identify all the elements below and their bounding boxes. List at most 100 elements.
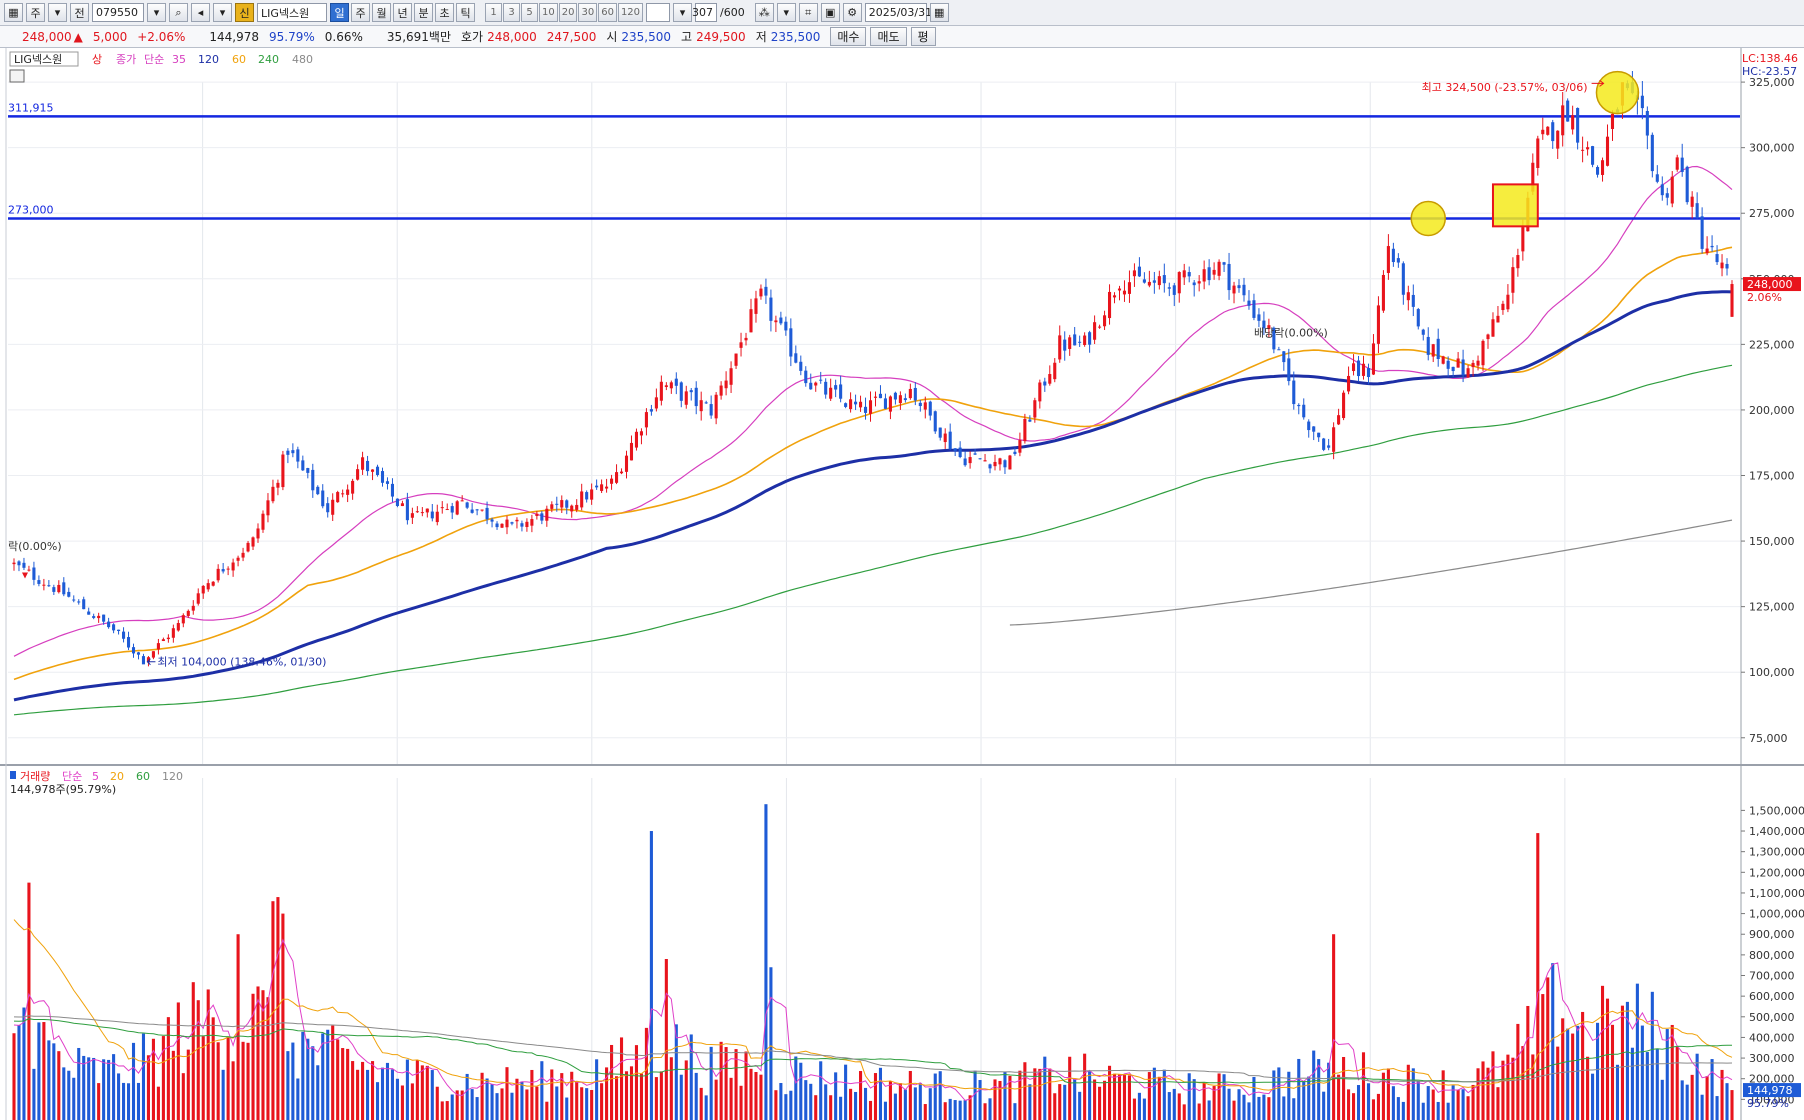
- volume-bar: [555, 1086, 559, 1120]
- interval-button-30[interactable]: 30: [578, 3, 598, 22]
- candle-body: [316, 486, 320, 495]
- search-icon[interactable]: ⌕: [169, 3, 188, 22]
- interval-dropdown-icon[interactable]: ▾: [673, 3, 693, 22]
- legend-ma-240: 240: [258, 53, 279, 66]
- interval-button-20[interactable]: 20: [558, 3, 578, 22]
- volume-bar: [1675, 1046, 1679, 1120]
- volume-bar: [1018, 1070, 1022, 1120]
- candle-body: [943, 433, 947, 443]
- candle-body: [1207, 267, 1211, 281]
- candle-body: [744, 337, 748, 341]
- low-price: 235,500: [770, 29, 821, 44]
- candle-body: [1366, 368, 1371, 378]
- price-tag-value: 248,000: [1747, 278, 1793, 291]
- candle-body: [1187, 272, 1191, 277]
- save-icon[interactable]: ▣: [820, 3, 840, 22]
- legend-simple: 단순: [144, 53, 164, 66]
- stock-chart[interactable]: 75,000 100,000 125,000 150,000 175,000 200,00…: [0, 48, 1804, 1120]
- candle-body: [17, 561, 21, 566]
- candle-body: [27, 569, 31, 571]
- candle-body: [1586, 147, 1590, 150]
- prev-button[interactable]: 전: [70, 3, 89, 22]
- layout-icon[interactable]: ▦: [4, 3, 23, 22]
- candle-body: [605, 486, 609, 489]
- volume-bar: [296, 1078, 300, 1120]
- open-price: 235,500: [621, 29, 672, 44]
- volume-bar: [107, 1059, 111, 1120]
- stock-name[interactable]: LIG넥스원: [257, 3, 327, 22]
- candle-body: [77, 601, 81, 603]
- volume-bar: [67, 1070, 71, 1120]
- candle-body: [1640, 95, 1644, 109]
- quote-bar: 248,000 ▲ 5,000 +2.06% 144,978 95.79% 0.…: [0, 26, 1804, 48]
- speaker-icon[interactable]: ◂: [191, 3, 210, 22]
- calendar-icon[interactable]: ▦: [929, 3, 949, 22]
- candle-body: [1252, 300, 1256, 318]
- volume-bar: [380, 1067, 385, 1120]
- candle-body: [112, 624, 116, 631]
- candle-body: [779, 317, 783, 324]
- tab-period-0[interactable]: 일: [330, 3, 349, 22]
- interval-button-120[interactable]: 120: [617, 3, 644, 22]
- candle-body: [754, 298, 758, 314]
- candle-body: [1242, 284, 1246, 296]
- market-select[interactable]: 주: [26, 3, 45, 22]
- candle-body: [107, 621, 111, 628]
- tab-period-2[interactable]: 월: [372, 3, 391, 22]
- code-input[interactable]: 079550: [92, 3, 144, 22]
- tab-period-1[interactable]: 주: [351, 3, 370, 22]
- buy-button[interactable]: 매수: [830, 27, 867, 46]
- volume-bar: [654, 1077, 658, 1120]
- candle-body: [1516, 255, 1520, 269]
- settings-gear-icon[interactable]: ⚙: [842, 3, 862, 22]
- candle-body: [1132, 270, 1136, 277]
- speaker-dropdown-icon[interactable]: ▾: [213, 3, 232, 22]
- tab-period-5[interactable]: 초: [435, 3, 454, 22]
- candle-body: [849, 399, 853, 410]
- chart-type-dropdown-icon[interactable]: ▾: [776, 3, 796, 22]
- tab-period-6[interactable]: 틱: [456, 3, 475, 22]
- interval-button-1[interactable]: 1: [485, 3, 502, 22]
- crop-icon[interactable]: ⌗: [798, 3, 818, 22]
- interval-input[interactable]: [646, 3, 671, 22]
- candle-body: [759, 288, 763, 297]
- volume-bar: [1083, 1053, 1087, 1120]
- price-change: 5,000: [92, 29, 128, 44]
- candle-body: [346, 489, 350, 495]
- candle-body: [171, 628, 175, 638]
- count-input[interactable]: 307: [692, 3, 718, 22]
- vol-ma-5-line: [13, 938, 1733, 1101]
- average-button[interactable]: 평: [910, 27, 936, 46]
- interval-button-5[interactable]: 5: [521, 3, 538, 22]
- volume-tick-label: 1,500,000: [1749, 804, 1804, 817]
- volume-bar: [1650, 991, 1654, 1120]
- volume-bar: [644, 1027, 648, 1120]
- candle-body: [1496, 315, 1500, 323]
- volume-bar: [714, 1079, 718, 1120]
- candle-body: [629, 442, 634, 461]
- sell-button[interactable]: 매도: [870, 27, 907, 46]
- candle-body: [1421, 329, 1425, 335]
- volume-bar: [405, 1059, 409, 1120]
- tab-period-3[interactable]: 년: [393, 3, 412, 22]
- candle-body: [1695, 203, 1699, 218]
- tab-period-4[interactable]: 분: [414, 3, 433, 22]
- interval-button-60[interactable]: 60: [598, 3, 617, 22]
- ask-label: 호가: [461, 30, 484, 44]
- market-dropdown-icon[interactable]: ▾: [48, 3, 67, 22]
- candle-body: [799, 361, 803, 371]
- candle-body: [933, 411, 937, 432]
- volume-bar: [1720, 1069, 1724, 1120]
- candle-body: [1501, 303, 1505, 311]
- code-dropdown-icon[interactable]: ▾: [147, 3, 166, 22]
- chart-type-icon[interactable]: ⁂: [754, 3, 774, 22]
- interval-button-3[interactable]: 3: [503, 3, 520, 22]
- hline-lower-label: 273,000: [8, 203, 54, 216]
- date-input[interactable]: 2025/03/31: [864, 3, 932, 22]
- volume-tick-label: 1,100,000: [1749, 887, 1804, 900]
- volume-bar: [774, 1090, 778, 1120]
- volume-bar: [1516, 1023, 1520, 1120]
- candle-body: [445, 509, 449, 511]
- high-annotation: 최고 324,500 (-23.57%, 03/06): [1422, 81, 1588, 94]
- interval-button-10[interactable]: 10: [539, 3, 558, 22]
